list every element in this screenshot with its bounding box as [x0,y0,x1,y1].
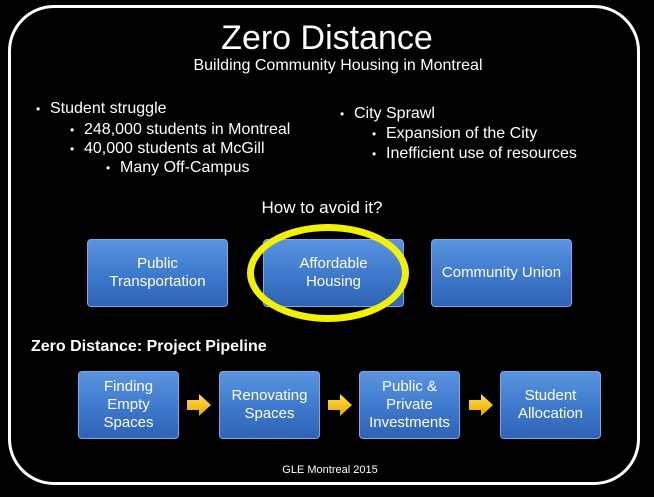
arrow-right-icon [187,394,211,416]
box-line: Public [137,255,178,272]
bullet-off-campus: • Many Off-Campus [106,158,250,178]
bullet-text: Many Off-Campus [120,159,250,176]
box-line: Finding [103,378,154,395]
box-line: Empty [107,396,150,413]
highlight-ring [247,224,409,322]
bullet-text: City Sprawl [354,105,435,122]
box-public-transportation: Public Transportation [87,239,228,307]
step-finding-empty-spaces: Finding Empty Spaces [78,371,179,439]
box-line: Allocation [517,405,584,422]
bullet-dot-icon: • [36,102,41,116]
slide-subtitle: Building Community Housing in Montreal [193,57,483,74]
step-student-allocation: Student Allocation [500,371,601,439]
question-text: How to avoid it? [261,198,383,217]
bullet-text: Inefficient use of resources [386,145,577,162]
bullet-text: 40,000 students at McGill [84,140,265,157]
box-line: Renovating [231,387,308,404]
bullet-text: Student struggle [50,100,167,117]
bullet-dot-icon: • [372,147,377,161]
bullet-dot-icon: • [70,123,75,137]
arrow-right-icon [328,394,352,416]
box-line: Private [386,396,433,413]
box-line: Spaces [103,414,154,431]
bullet-dot-icon: • [340,107,345,121]
bullet-student-struggle: • Student struggle [36,99,167,119]
slide-title: Zero Distance [221,19,433,57]
box-line: Public & [381,378,438,395]
box-community-union: Community Union [431,239,572,307]
footer-text: GLE Montreal 2015 [282,464,378,476]
box-line: Spaces [244,405,295,422]
step-investments: Public & Private Investments [359,371,460,439]
bullet-dot-icon: • [106,161,111,175]
slide-frame [8,5,640,485]
pipeline-title: Zero Distance: Project Pipeline [31,338,267,355]
arrow-right-icon [469,394,493,416]
bullet-inefficient: • Inefficient use of resources [372,144,577,164]
box-line: Student [524,387,577,404]
bullet-text: 248,000 students in Montreal [84,121,291,138]
bullet-students-mcgill: • 40,000 students at McGill [70,139,265,159]
step-renovating-spaces: Renovating Spaces [219,371,320,439]
bullet-expansion: • Expansion of the City [372,124,537,144]
bullet-city-sprawl: • City Sprawl [340,104,435,124]
box-line: Community Union [441,264,562,281]
box-line: Transportation [109,273,206,290]
box-line: Investments [369,414,450,431]
bullet-dot-icon: • [70,142,75,156]
bullet-dot-icon: • [372,127,377,141]
bullet-students-montreal: • 248,000 students in Montreal [70,120,290,140]
bullet-text: Expansion of the City [386,125,538,142]
